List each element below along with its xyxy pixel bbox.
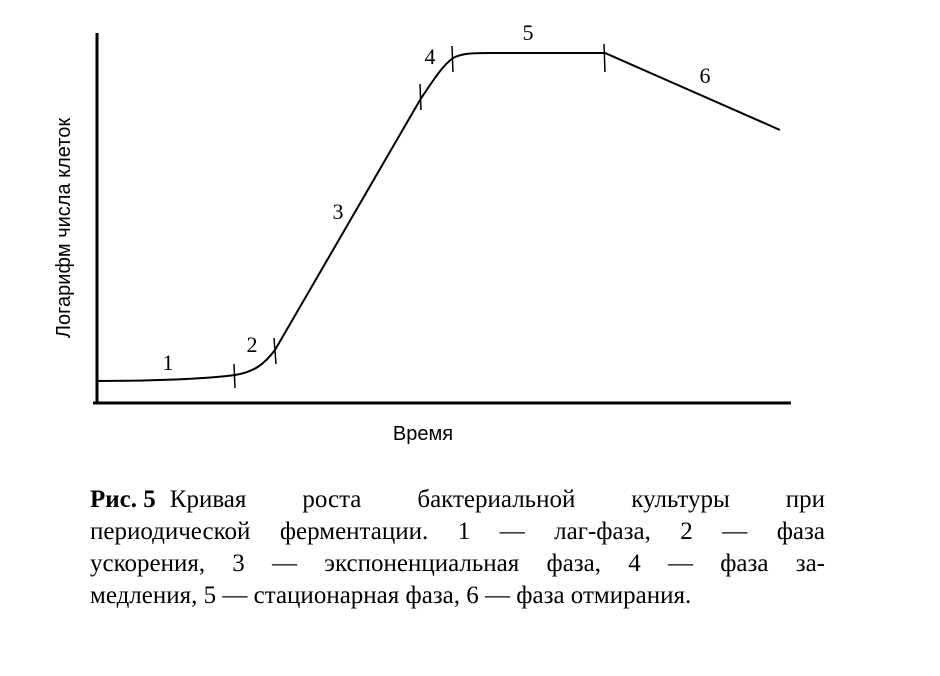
phase-label: 4 <box>425 44 436 69</box>
caption-line: периодической ферментации. 1 — лаг-фаза,… <box>90 518 825 545</box>
growth-curve-figure: 1 2 3 4 5 6 Логарифм числа клеток Время <box>53 20 791 445</box>
phase-tick <box>419 83 422 111</box>
caption-label: Рис. 5 <box>90 486 156 513</box>
x-axis-label: Время <box>393 423 453 445</box>
caption-line: ускорения, 3 — экспоненциальная фаза, 4 … <box>90 550 825 577</box>
caption-line: медления, 5 — стационарная фаза, 6 — фаз… <box>90 582 692 609</box>
phase-label: 5 <box>523 20 534 45</box>
phase-tick <box>273 337 277 365</box>
phase-label: 3 <box>333 199 344 224</box>
phase-tick <box>451 45 454 73</box>
caption-text: Кривая роста бактериальной культуры при <box>169 486 825 513</box>
caption-line: Рис. 5 Кривая роста бактериальной культур… <box>90 484 825 516</box>
phase-tick <box>233 363 236 389</box>
phase-label: 2 <box>247 332 258 357</box>
phase-boundaries <box>233 43 606 389</box>
caption: Рис. 5 Кривая роста бактериальной культур… <box>90 484 825 612</box>
y-axis-label: Логарифм числа клеток <box>53 118 75 338</box>
phase-label: 1 <box>163 350 174 375</box>
growth-curve <box>96 52 781 382</box>
phase-tick <box>603 43 606 73</box>
phase-label: 6 <box>700 63 711 88</box>
